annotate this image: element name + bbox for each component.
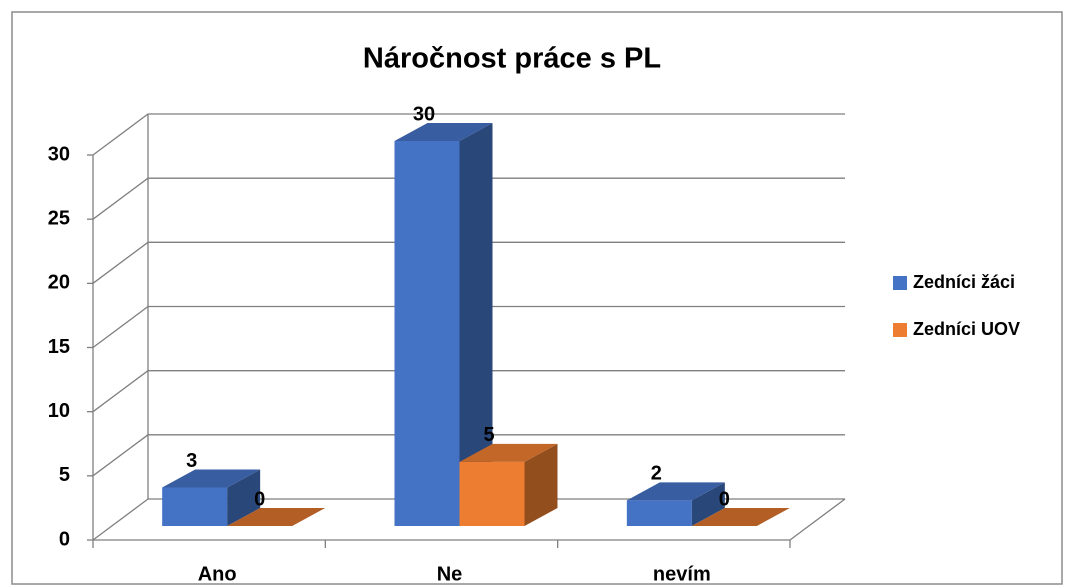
grid-line bbox=[92, 241, 845, 284]
bar bbox=[459, 443, 558, 526]
bar-top bbox=[691, 508, 790, 526]
y-tick-label: 10 bbox=[48, 400, 70, 422]
bar-side bbox=[227, 469, 261, 526]
y-tick-label: 15 bbox=[48, 336, 70, 358]
grid-line bbox=[92, 113, 845, 156]
bar-side bbox=[459, 123, 493, 526]
x-tick-label: nevím bbox=[653, 563, 711, 585]
legend-swatch bbox=[893, 323, 907, 337]
data-label: 5 bbox=[483, 424, 494, 446]
bar-front bbox=[459, 461, 525, 526]
bar-front bbox=[394, 141, 460, 526]
bar-top bbox=[626, 482, 725, 501]
bar bbox=[162, 469, 261, 526]
y-tick-label: 25 bbox=[48, 207, 70, 229]
bar-side bbox=[524, 443, 558, 526]
bar-top bbox=[459, 443, 558, 462]
y-tick-label: 0 bbox=[59, 528, 70, 550]
grid-line bbox=[92, 370, 845, 413]
bar bbox=[394, 123, 493, 526]
legend-label: Zedníci žáci bbox=[913, 272, 1015, 292]
bar bbox=[626, 482, 725, 526]
grid-line bbox=[92, 177, 845, 220]
x-tick-label: Ne bbox=[437, 563, 463, 585]
legend-swatch bbox=[893, 276, 907, 290]
data-label: 30 bbox=[413, 103, 435, 125]
bar-front bbox=[626, 500, 692, 526]
grid-line bbox=[92, 498, 845, 541]
bar bbox=[227, 508, 326, 526]
grid-line bbox=[92, 434, 845, 477]
grid-line bbox=[92, 305, 845, 349]
data-label: 0 bbox=[719, 488, 730, 510]
bar-top bbox=[162, 469, 261, 488]
chart-title: Náročnost práce s PL bbox=[363, 43, 661, 75]
bar-side bbox=[691, 482, 725, 526]
x-tick-label: Ano bbox=[198, 563, 237, 585]
data-label: 2 bbox=[651, 463, 662, 485]
bar bbox=[691, 508, 790, 526]
y-tick-label: 5 bbox=[59, 464, 70, 486]
data-label: 3 bbox=[186, 450, 197, 472]
legend-label: Zedníci UOV bbox=[913, 319, 1020, 339]
data-label: 0 bbox=[254, 488, 265, 510]
bar-top bbox=[227, 508, 326, 526]
bar-front bbox=[162, 487, 228, 526]
y-tick-label: 20 bbox=[48, 272, 70, 294]
y-tick-label: 30 bbox=[48, 143, 70, 165]
bar-top bbox=[394, 123, 493, 141]
